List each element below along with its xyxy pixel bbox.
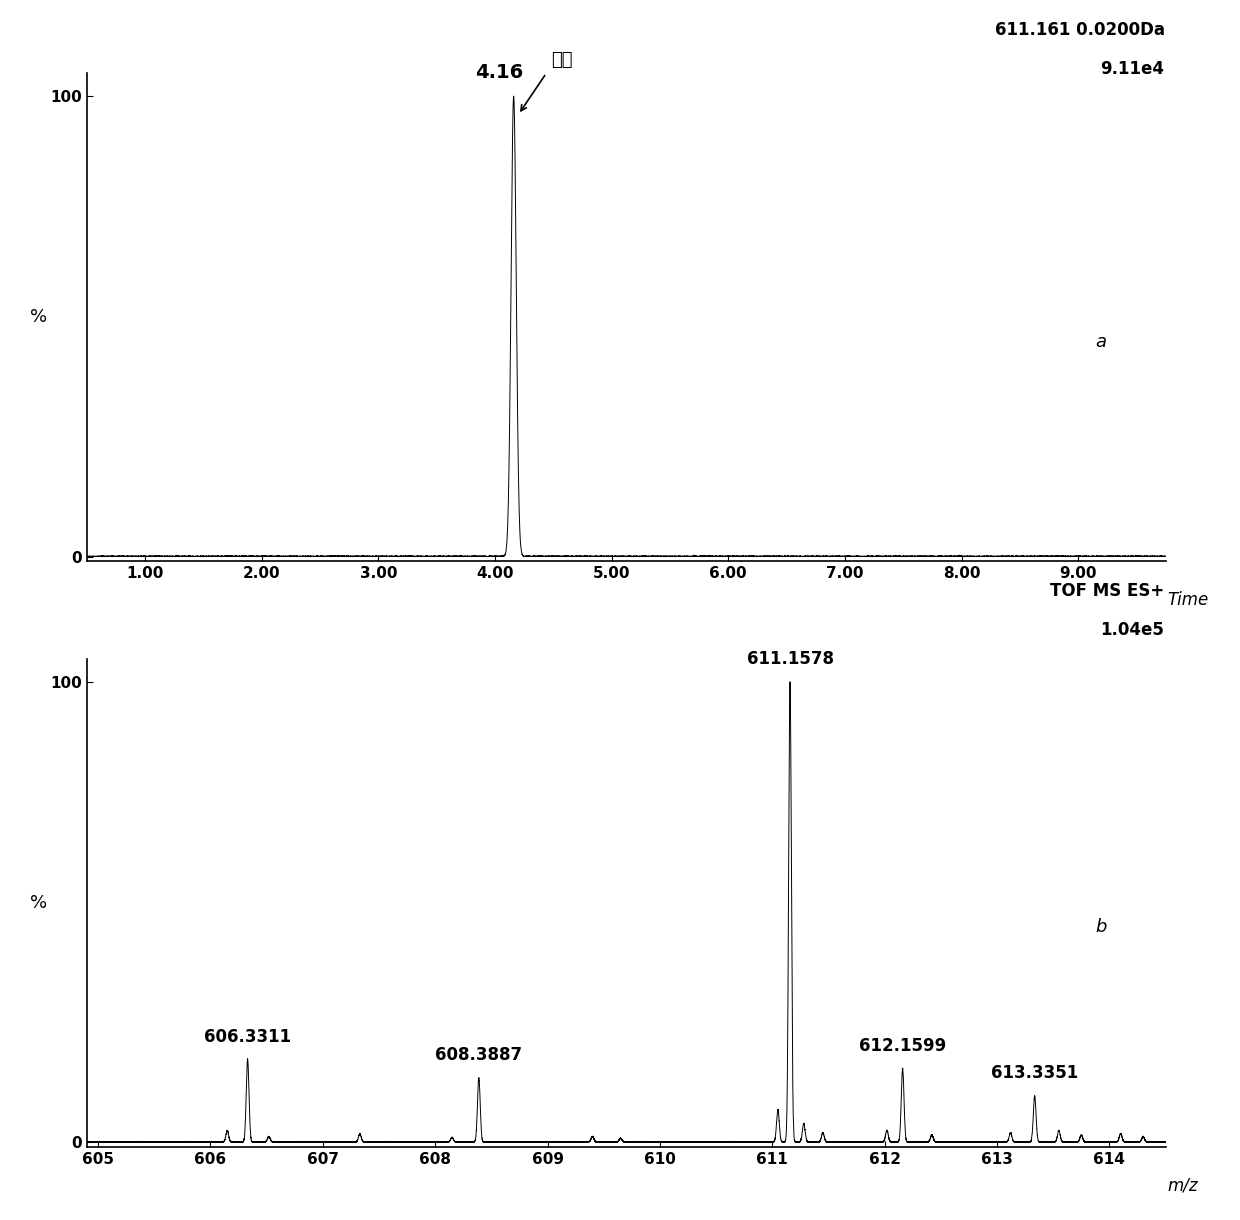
Text: %: % [30, 894, 47, 911]
Text: 1.04e5: 1.04e5 [1101, 621, 1164, 639]
Text: 612.1599: 612.1599 [859, 1037, 946, 1055]
Text: m/z: m/z [1168, 1177, 1198, 1194]
Text: Time: Time [1168, 592, 1209, 609]
Text: TOF MS ES+: TOF MS ES+ [1050, 582, 1164, 600]
Text: 9.11e4: 9.11e4 [1101, 60, 1164, 78]
Text: a: a [1095, 333, 1106, 350]
Text: 611.161 0.0200Da: 611.161 0.0200Da [994, 21, 1164, 39]
Text: 4.16: 4.16 [475, 63, 523, 83]
Text: 613.3351: 613.3351 [991, 1064, 1079, 1082]
Text: 611.1578: 611.1578 [746, 650, 833, 669]
Text: 606.3311: 606.3311 [205, 1027, 291, 1046]
Text: %: % [30, 309, 47, 326]
Text: 芦丁: 芦丁 [551, 50, 573, 68]
Text: 608.3887: 608.3887 [435, 1046, 522, 1064]
Text: b: b [1095, 919, 1107, 936]
